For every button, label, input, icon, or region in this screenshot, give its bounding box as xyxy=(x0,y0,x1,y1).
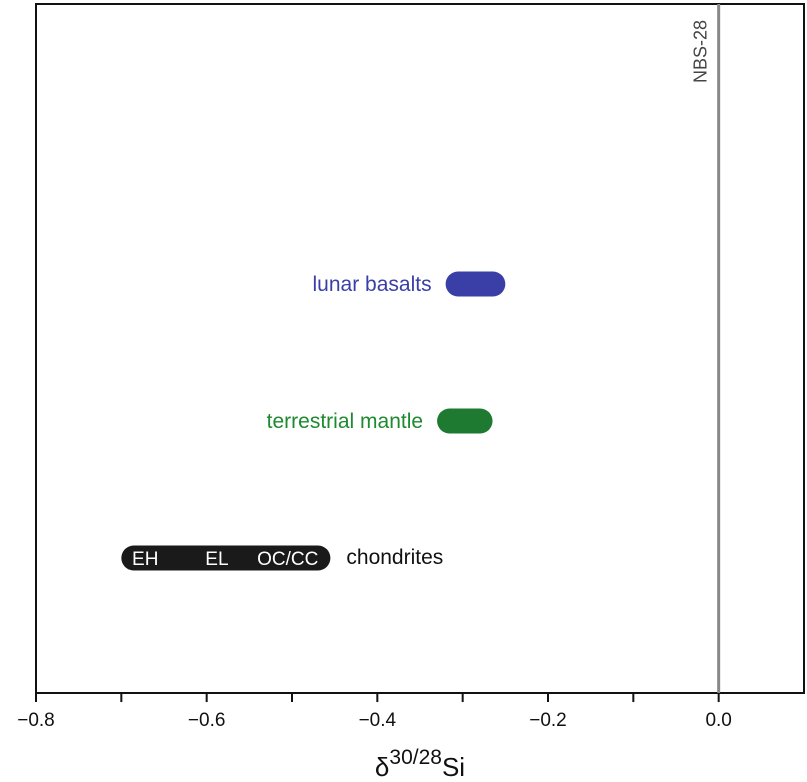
range-label-chondrites: chondrites xyxy=(346,546,443,569)
x-tick-label-2: −0.4 xyxy=(359,710,397,731)
x-axis-title-symbol: δ xyxy=(375,752,389,782)
range-label-terrestrial-mantle: terrestrial mantle xyxy=(267,410,423,433)
reference-line-group: NBS-28 xyxy=(691,4,721,693)
range-label-lunar-basalts: lunar basalts xyxy=(313,273,432,296)
x-tick-label-4: 0.0 xyxy=(705,710,731,731)
range-bar-chondrites xyxy=(121,545,331,571)
x-axis-ticks: −0.8 −0.6 −0.4 −0.2 0.0 xyxy=(17,693,732,731)
x-axis-title-superscript: 30/28 xyxy=(389,746,442,769)
ranges-group: lunar basalts terrestrial mantle chondrite… xyxy=(121,271,506,571)
x-axis-title-element: Si xyxy=(442,752,465,782)
range-bar-lunar-basalts xyxy=(445,271,506,297)
x-tick-label-0: −0.8 xyxy=(17,710,55,731)
segment-label-eh: EH xyxy=(132,549,158,570)
x-axis-title: δ30/28Si xyxy=(375,746,465,782)
segment-label-el: EL xyxy=(205,549,228,570)
plot-frame xyxy=(35,3,805,694)
x-tick-label-1: −0.6 xyxy=(188,710,226,731)
range-bar-terrestrial-mantle xyxy=(437,408,493,434)
reference-line-label: NBS-28 xyxy=(691,20,711,83)
x-tick-label-3: −0.2 xyxy=(529,710,567,731)
segment-label-oc-cc: OC/CC xyxy=(257,549,318,570)
